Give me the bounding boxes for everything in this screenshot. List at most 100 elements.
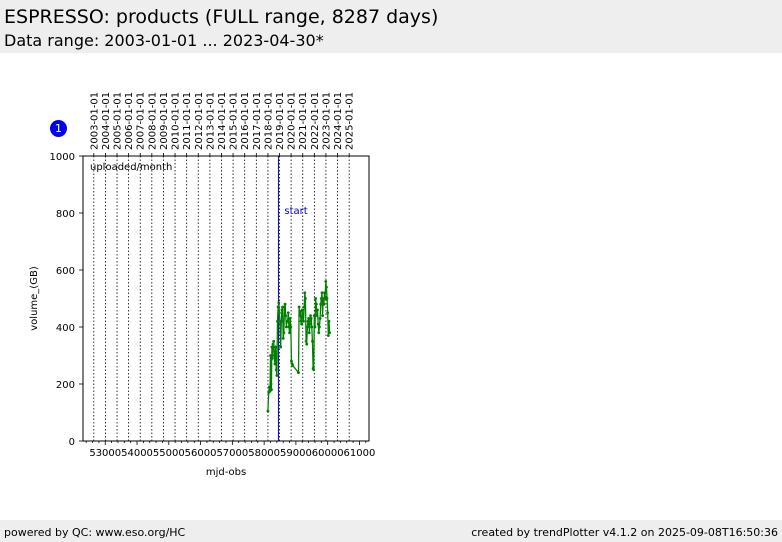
data-point: [298, 309, 302, 313]
x-tick-label: 53000: [89, 448, 121, 459]
data-point: [272, 339, 276, 343]
data-point: [276, 305, 280, 309]
data-point: [321, 314, 325, 317]
data-point: [303, 291, 307, 295]
top-tick-label: 2022-01-01: [310, 92, 321, 150]
top-tick-label: 2012-01-01: [194, 92, 205, 150]
data-point: [269, 354, 272, 357]
y-tick-label: 1000: [50, 152, 75, 163]
data-point: [308, 322, 312, 326]
data-point: [288, 317, 292, 320]
data-point: [323, 291, 326, 295]
start-marker-label: start: [284, 206, 307, 217]
data-point: [317, 331, 321, 335]
data-point: [278, 322, 282, 326]
data-point: [309, 314, 312, 317]
footer-bar: powered by QC: www.eso.org/HC created by…: [0, 520, 782, 542]
data-point: [307, 331, 311, 335]
top-tick-label: 2017-01-01: [252, 92, 263, 150]
data-point: [283, 302, 287, 306]
data-point: [300, 308, 304, 312]
data-point: [274, 345, 277, 349]
data-point: [319, 302, 323, 306]
top-tick-label: 2010-01-01: [171, 92, 182, 150]
data-point: [297, 371, 300, 374]
data-point: [315, 314, 319, 317]
top-tick-label: 2024-01-01: [333, 92, 344, 150]
top-tick-label: 2018-01-01: [263, 92, 274, 150]
x-tick-label: 54000: [121, 448, 153, 459]
data-point: [279, 319, 283, 323]
top-tick-label: 2003-01-01: [89, 92, 100, 150]
data-point: [327, 319, 331, 323]
plot-annotation: uploaded/month: [90, 162, 172, 173]
data-point: [324, 280, 328, 283]
footer-created: created by trendPlotter v4.1.2 on 2025-0…: [471, 526, 778, 539]
top-tick-label: 2005-01-01: [113, 92, 124, 150]
data-point: [266, 409, 270, 413]
data-point: [281, 337, 285, 340]
y-tick-label: 400: [56, 323, 75, 334]
data-point: [300, 322, 304, 326]
data-point: [270, 388, 273, 392]
data-point: [277, 311, 281, 315]
data-point: [273, 362, 277, 366]
top-tick-label: 2020-01-01: [287, 92, 298, 150]
plot-number-badge[interactable]: 1: [50, 120, 67, 137]
y-tick-label: 800: [56, 209, 75, 220]
data-point: [276, 319, 279, 323]
data-point: [288, 331, 291, 335]
data-point: [299, 319, 303, 323]
x-tick-label: 55000: [153, 448, 185, 459]
data-point: [314, 302, 318, 306]
data-point: [304, 297, 307, 300]
top-tick-label: 2016-01-01: [240, 92, 251, 150]
data-point: [286, 319, 290, 323]
data-point: [282, 331, 286, 335]
x-tick-label: 57000: [216, 448, 248, 459]
data-point: [298, 314, 302, 317]
page-title: ESPRESSO: products (FULL range, 8287 day…: [4, 6, 439, 28]
data-point: [306, 319, 310, 323]
data-point: [279, 345, 283, 349]
data-point: [309, 317, 313, 320]
x-tick-label: 56000: [185, 448, 217, 459]
top-tick-label: 2008-01-01: [147, 92, 158, 150]
top-tick-label: 2007-01-01: [136, 92, 147, 150]
data-point: [311, 339, 314, 343]
data-point: [283, 305, 286, 309]
data-point: [312, 314, 316, 317]
footer-credit: powered by QC: www.eso.org/HC: [4, 526, 186, 539]
x-axis-label: mjd-obs: [206, 467, 246, 478]
data-point: [325, 285, 328, 289]
data-point: [271, 342, 275, 346]
data-point: [267, 385, 271, 389]
data-point: [316, 322, 320, 326]
data-point: [318, 317, 322, 320]
data-point: [318, 325, 321, 329]
y-axis-label: volume_(GB): [29, 266, 40, 331]
top-tick-label: 2025-01-01: [345, 92, 356, 150]
trend-chart: 2003-01-01 2004-01-01 2005-01-01 2006-01-01…: [29, 92, 376, 478]
data-point: [314, 297, 318, 300]
top-tick-label: 2004-01-01: [101, 92, 112, 150]
data-point: [326, 311, 330, 315]
y-tick-label: 200: [56, 380, 75, 391]
top-tick-label: 2021-01-01: [298, 92, 309, 150]
data-point: [316, 308, 319, 312]
x-tick-label: 61000: [344, 448, 376, 459]
data-point: [286, 311, 290, 315]
data-point: [275, 374, 279, 377]
top-tick-label: 2023-01-01: [321, 92, 332, 150]
data-point: [291, 364, 295, 367]
data-point: [270, 345, 274, 349]
data-point: [313, 325, 317, 329]
data-point: [280, 308, 284, 312]
data-point: [301, 314, 305, 317]
y-tick-label: 600: [56, 266, 75, 277]
data-point: [274, 368, 278, 372]
data-point: [312, 368, 316, 372]
data-point: [305, 325, 309, 329]
data-point: [307, 317, 311, 320]
page-subtitle: Data range: 2003-01-01 ... 2023-04-30*: [4, 31, 324, 50]
